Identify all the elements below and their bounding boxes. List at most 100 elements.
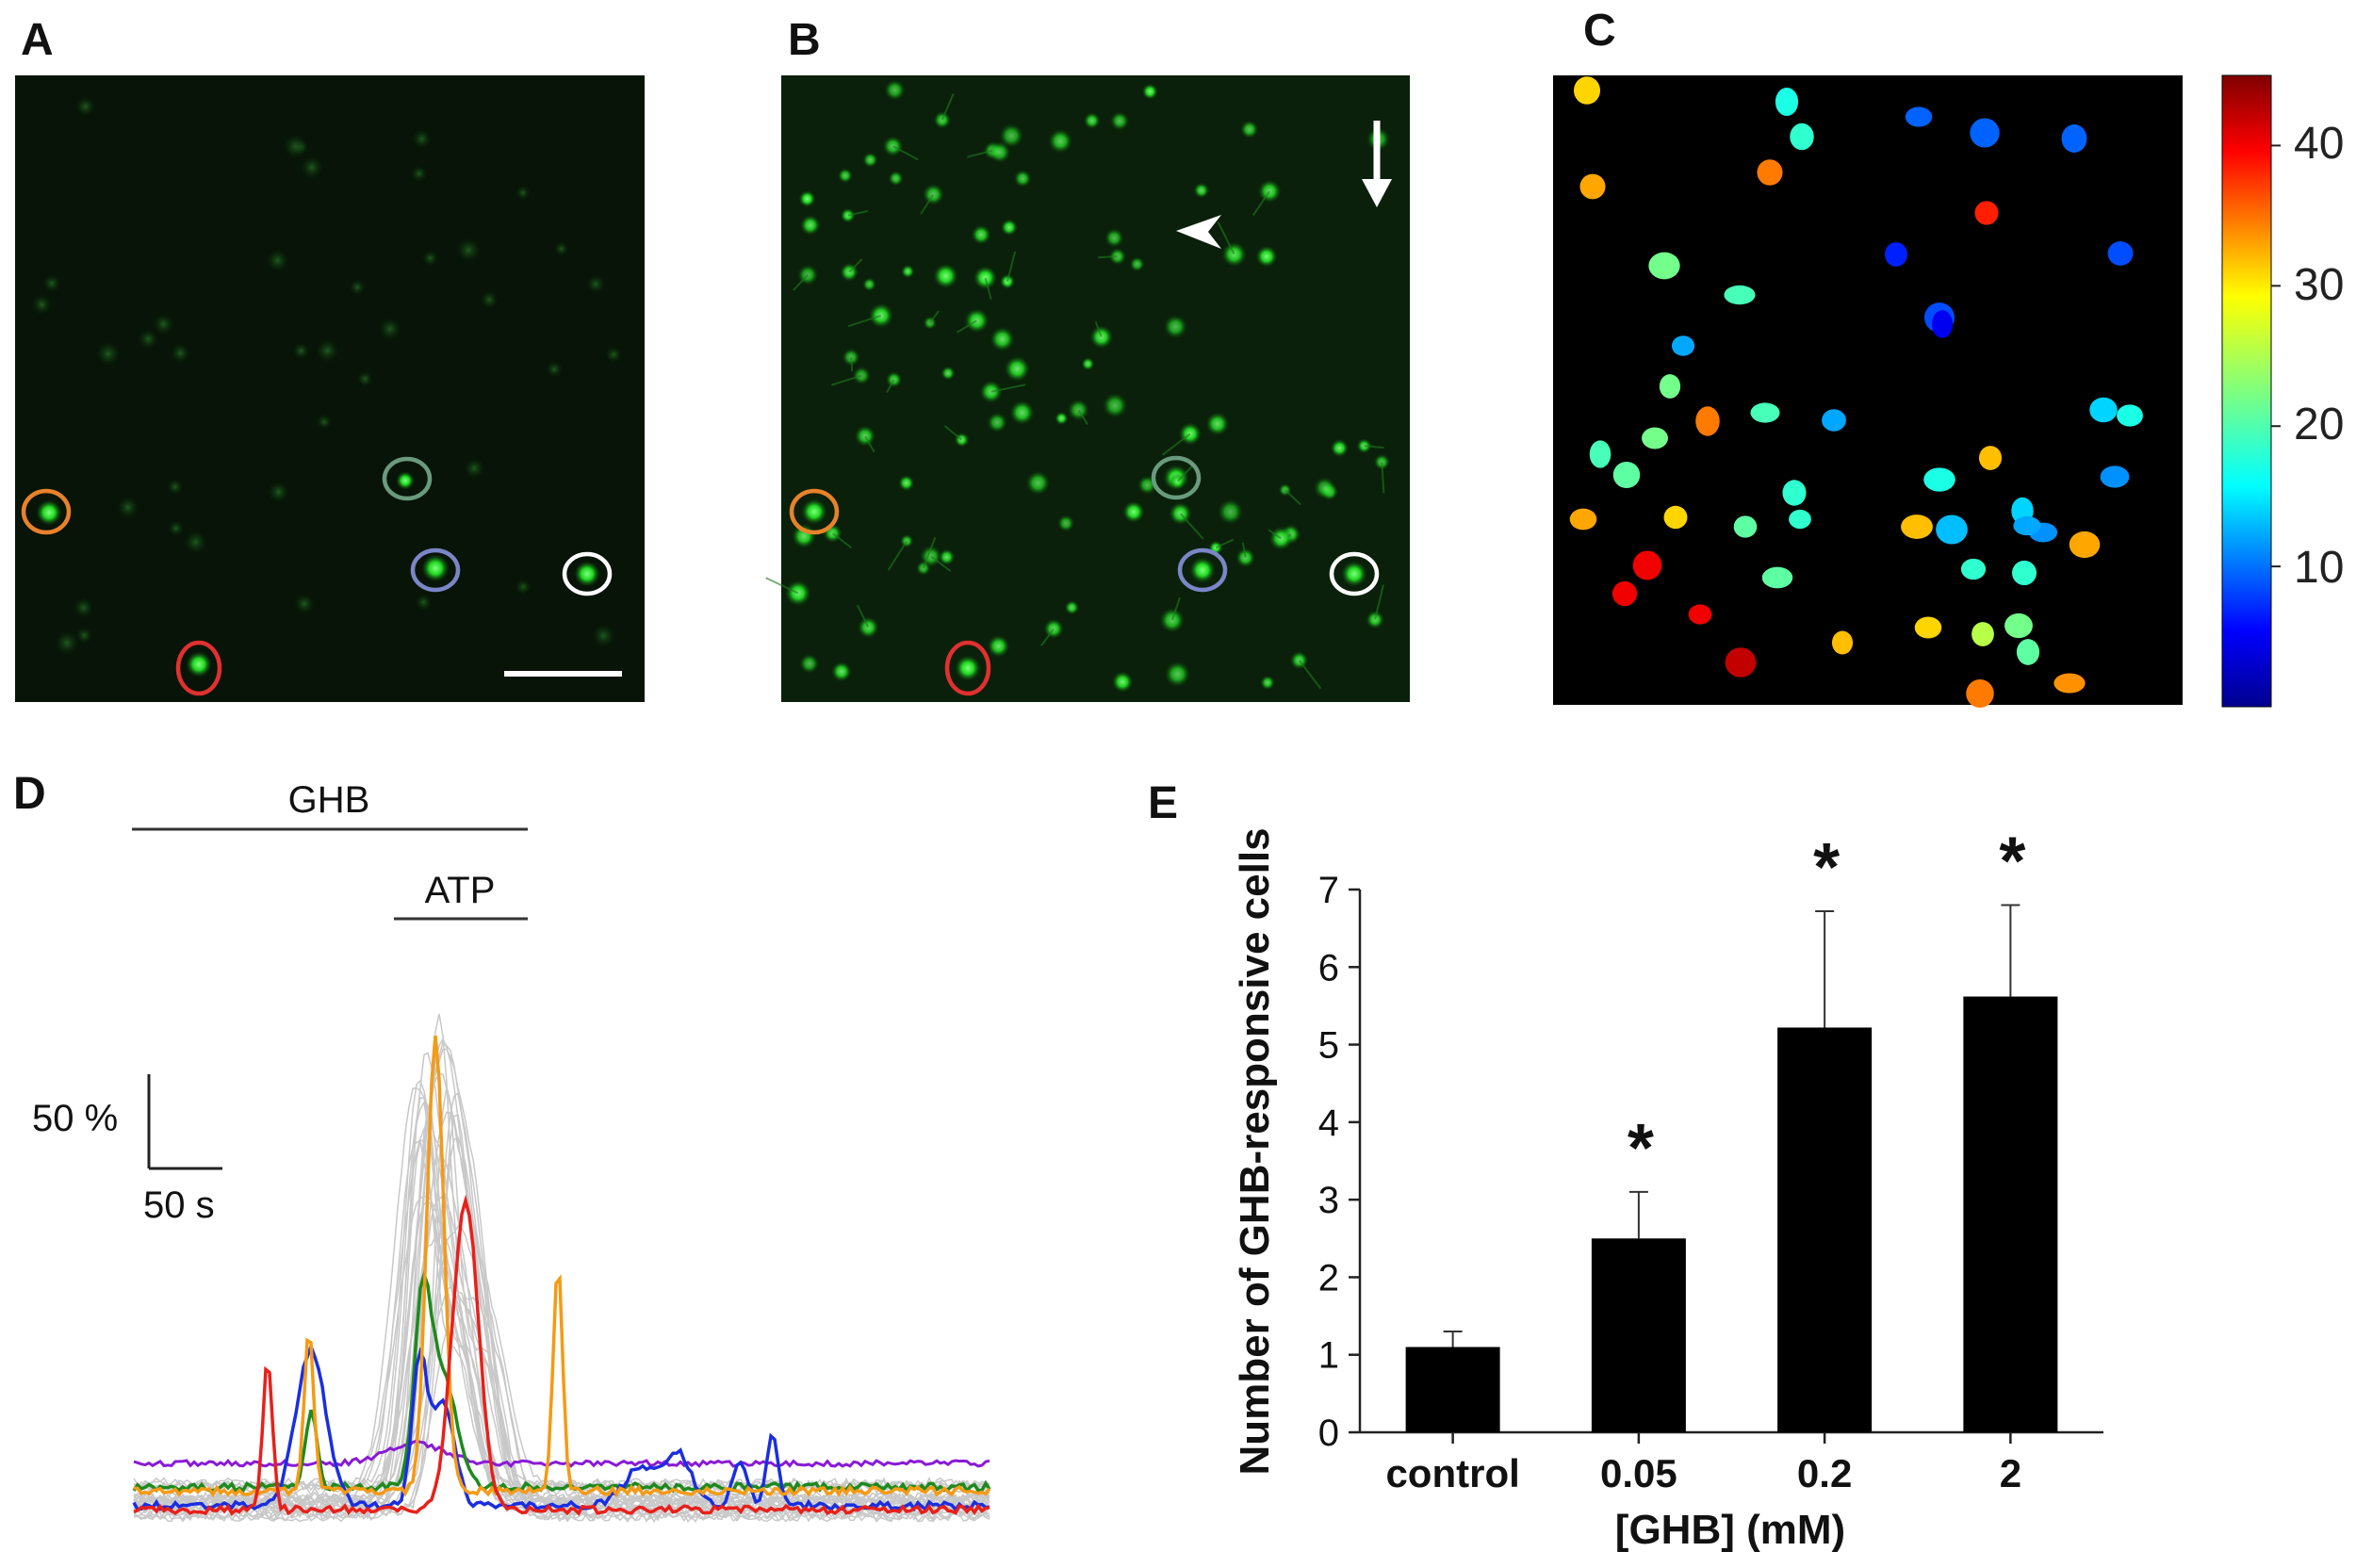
activation-map-cell [1733, 515, 1758, 538]
micrograph-b-process [1006, 251, 1017, 283]
micrograph-a-dim-cell [378, 317, 402, 341]
bar [1963, 996, 2058, 1432]
micrograph-a-dim-cell [74, 626, 93, 645]
micrograph-b-cell [1056, 514, 1075, 532]
scale-bars: 50 % 50 s [32, 1074, 222, 1226]
micrograph-b-cell [1260, 675, 1275, 691]
micrograph-a-dim-cell [73, 596, 95, 619]
atp-label: ATP [425, 870, 496, 911]
roi-orange-b [789, 488, 840, 535]
micrograph-a [15, 75, 645, 702]
micrograph-b-process [847, 314, 882, 328]
micrograph-b-cell [1193, 182, 1210, 199]
activation-map-cell [2069, 531, 2101, 559]
micrograph-b-cell [888, 171, 904, 187]
micrograph-b-process [793, 274, 809, 291]
activation-map-cell [1589, 440, 1612, 468]
micrograph-a-dim-cell [421, 250, 439, 268]
micrograph-a-dim-cell [152, 312, 175, 336]
micrograph-a-dim-cell [515, 185, 532, 201]
activation-map-cell [1790, 122, 1814, 151]
micrograph-b-process [1241, 542, 1247, 559]
activation-map-cell [1923, 467, 1955, 492]
micrograph-b-cell [1189, 557, 1216, 583]
micrograph-a-dim-cell [464, 457, 485, 480]
micrograph-a-dim-cell [515, 578, 532, 596]
activation-map-cell [2012, 560, 2037, 586]
activation-map-cell [1884, 242, 1908, 267]
colorbar-tick-label: 30 [2294, 260, 2344, 310]
activation-map-cell [2100, 466, 2130, 488]
y-tick-label: 7 [1318, 870, 1339, 911]
y-tick-label: 6 [1318, 947, 1339, 988]
micrograph-b-process [1298, 660, 1322, 690]
micrograph-b-cell [901, 264, 915, 279]
micrograph-a-dim-cell [137, 328, 159, 351]
micrograph-b-cell [933, 263, 958, 289]
y-tick-label: 1 [1318, 1335, 1339, 1377]
micrograph-b-cell [1055, 411, 1069, 426]
micrograph-b-process [1268, 529, 1282, 540]
micrograph-b-cell [1239, 120, 1259, 139]
micrograph-b-process [1098, 255, 1118, 259]
micrograph-a-dim-cell [293, 593, 316, 615]
activation-map-cell [1978, 446, 2003, 470]
micrograph-b-cell [987, 634, 1010, 658]
activation-map-background [1553, 75, 2183, 705]
micrograph-b-cell [801, 498, 827, 525]
micrograph-b-cell [1083, 112, 1101, 130]
micrograph-b-cell [898, 474, 915, 492]
activation-map-cell [1688, 604, 1712, 625]
micrograph-a-dim-cell [41, 273, 62, 293]
activation-map-cell [1671, 335, 1695, 356]
micrograph-b-cell [1104, 228, 1124, 248]
micrograph-b-process [856, 604, 870, 629]
micrograph-b-cell [941, 366, 956, 381]
micrograph-b-process [928, 310, 940, 324]
bar-chart: Number of GHB-responsive cells [GHB] (mM… [1232, 824, 2103, 1553]
trace-background [133, 1195, 990, 1509]
x-tick-label: 0.2 [1797, 1451, 1852, 1495]
micrograph-a-dim-cell [604, 345, 623, 364]
micrograph-b-cell [989, 140, 1011, 164]
activation-map-cell [2061, 124, 2087, 153]
roi-blue-b [1177, 547, 1228, 593]
micrograph-a-dim-cell [415, 593, 433, 612]
activation-map-cell [1632, 550, 1662, 580]
activation-map-cell [1612, 461, 1641, 489]
activation-map-cell [1725, 647, 1757, 678]
activation-map-cell [2089, 397, 2118, 423]
micrograph-b-cell [1205, 412, 1230, 436]
scalebar-y-label: 50 % [32, 1098, 118, 1139]
micrograph-b-cell [1217, 498, 1244, 525]
micrograph-a-cell [186, 651, 212, 678]
panel-letter-d: D [13, 769, 46, 819]
colorbar-ticks [2271, 144, 2281, 568]
activation-map-cell [1775, 87, 1799, 117]
activation-map-cell [2013, 515, 2041, 536]
micrograph-b-cells [765, 79, 1391, 694]
micrograph-b-process [1040, 628, 1055, 646]
activation-map-cell [1974, 201, 1999, 225]
activation-map-cell [2117, 404, 2143, 427]
activation-map-cell [1659, 374, 1681, 399]
micrograph-a-dim-cell [349, 278, 367, 296]
micrograph-a-dim-cell [585, 273, 606, 295]
micrograph-a-dim-cell [166, 478, 184, 496]
micrograph-a-cell [36, 499, 62, 526]
micrograph-b-cell [900, 533, 914, 548]
micrograph-b-process [1170, 596, 1181, 621]
activation-map-cell [1757, 159, 1783, 186]
micrograph-a-dim-cell [545, 360, 564, 379]
activation-map-cell [1960, 558, 1987, 580]
micrograph-b-process [848, 258, 863, 273]
significance-star: * [1999, 824, 2025, 899]
micrograph-b-cell [1141, 83, 1158, 100]
micrograph-a-dim-cell [300, 155, 324, 180]
micrograph-b-cell [1009, 400, 1035, 426]
y-tick-label: 4 [1318, 1102, 1339, 1144]
y-tick-label: 3 [1318, 1180, 1339, 1221]
micrograph-b-cell [933, 110, 952, 129]
panel-letter-b: B [788, 15, 821, 65]
